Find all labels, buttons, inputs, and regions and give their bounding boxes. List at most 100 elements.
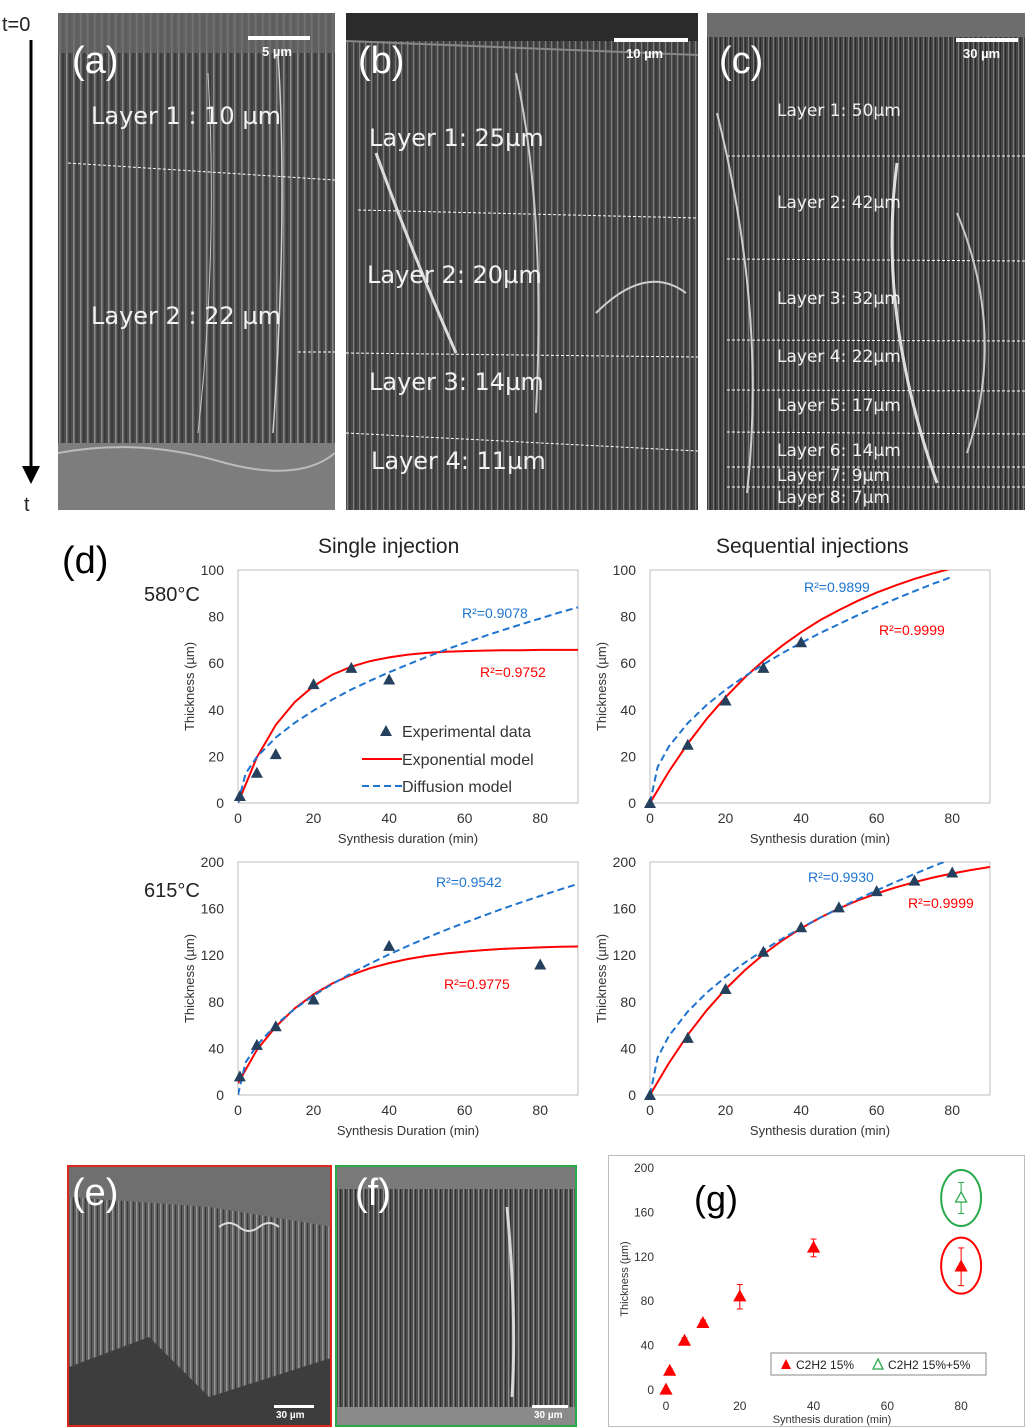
y-tick-label: 80 [620, 994, 636, 1010]
data-point [677, 1333, 692, 1346]
y-tick-label: 40 [208, 702, 224, 718]
x-tick-label: 0 [234, 810, 242, 826]
panel-label-e: (e) [72, 1172, 119, 1214]
x-tick-label: 80 [532, 1102, 548, 1118]
x-tick-label: 40 [793, 1102, 809, 1118]
scale-bar-c [956, 38, 1018, 42]
time-arrow-icon [22, 40, 40, 484]
data-point [233, 1070, 246, 1082]
y-tick-label: 20 [208, 748, 224, 764]
r2-label-diffusion: R²=0.9542 [436, 874, 502, 890]
y-tick-label: 200 [201, 854, 225, 870]
plot-frame [237, 861, 579, 1096]
y-tick-label: 60 [208, 655, 224, 671]
data-point [681, 738, 694, 750]
data-point [795, 636, 808, 648]
data-point [233, 790, 246, 802]
data-point [307, 678, 320, 690]
x-axis-label: Synthesis duration (min) [773, 1414, 892, 1426]
scale-text-c: 30 µm [963, 46, 1001, 61]
r2-label-diffusion: R²=0.9930 [808, 869, 874, 885]
x-tick-label: 80 [944, 810, 960, 826]
data-point [806, 1240, 821, 1253]
x-tick-label: 60 [881, 1399, 895, 1413]
timeline-end-label: t [24, 494, 30, 516]
plot-g: 0 40 80 120 160 200 0 20 40 60 80 Synthesis duratio… [608, 1155, 1025, 1427]
plot-615-sequential: 0 40 80 120 160 200 0 20 40 60 80 Synthesis duratio… [594, 854, 991, 1138]
layer-label-c4: Layer 4: 22µm [777, 347, 901, 367]
y-tick-label: 80 [208, 609, 224, 625]
y-tick-label: 120 [634, 1250, 654, 1264]
layer-label-c2: Layer 2: 42µm [777, 193, 901, 213]
layer-label-b3: Layer 3: 14µm [369, 368, 544, 396]
x-axis-label: Synthesis duration (min) [750, 1123, 890, 1138]
y-axis-label: Thickness (µm) [594, 642, 609, 731]
x-axis-label: Synthesis Duration (min) [337, 1123, 479, 1138]
data-point [644, 797, 656, 808]
x-tick-label: 60 [457, 810, 473, 826]
panel-label-d: (d) [62, 540, 109, 582]
sem-image-e [67, 1165, 332, 1427]
y-tick-label: 0 [628, 1087, 636, 1103]
sem-image-b [346, 13, 698, 510]
x-tick-label: 20 [733, 1399, 747, 1413]
y-axis-label: Thickness (µm) [594, 934, 609, 1023]
panel-label-f: (f) [355, 1172, 391, 1214]
panel-label-g: (g) [694, 1178, 738, 1219]
plot-g-frame [608, 1155, 1025, 1427]
scale-bar-e [274, 1405, 314, 1408]
y-tick-label: 160 [201, 901, 225, 917]
layer-label-c7: Layer 7: 9µm [777, 466, 890, 486]
plot-frame [237, 569, 579, 804]
data-point [946, 866, 959, 878]
plot-580-sequential: 0 20 40 60 80 100 0 20 40 60 80 Synthesis duration … [594, 562, 991, 846]
panel-label-c: (c) [719, 40, 764, 82]
x-tick-label: 20 [306, 1102, 322, 1118]
plot-frame [649, 569, 991, 804]
data-point [663, 1363, 677, 1376]
exponential-model-line [650, 570, 951, 803]
y-tick-label: 200 [634, 1161, 654, 1175]
x-tick-label: 0 [646, 1102, 654, 1118]
data-point [733, 1289, 747, 1302]
x-tick-label: 0 [646, 810, 654, 826]
highlight-ellipse-green [940, 1168, 983, 1227]
x-tick-label: 40 [381, 1102, 397, 1118]
y-tick-label: 0 [647, 1383, 654, 1397]
x-tick-label: 60 [869, 1102, 885, 1118]
scale-text-a: 5 µm [262, 44, 292, 59]
r2-label-exponential: R²=0.9752 [480, 664, 546, 680]
y-tick-label: 0 [628, 795, 636, 811]
y-tick-label: 20 [620, 748, 636, 764]
x-tick-label: 80 [944, 1102, 960, 1118]
sem-image-c [707, 13, 1025, 510]
y-tick-label: 0 [216, 1087, 224, 1103]
y-tick-label: 100 [201, 562, 225, 578]
layer-label-a1: Layer 1 : 10 µm [91, 102, 281, 130]
diffusion-model-line [238, 882, 578, 1095]
sem-image-a [58, 13, 335, 510]
layer-label-c6: Layer 6: 14µm [777, 441, 901, 461]
layer-label-c3: Layer 3: 32µm [777, 289, 901, 309]
y-tick-label: 40 [208, 1040, 224, 1056]
data-point [534, 958, 547, 970]
panel-label-a: (a) [72, 40, 119, 82]
plot-frame [649, 861, 991, 1096]
data-point [757, 945, 770, 957]
legend-label-diffusion: Diffusion model [402, 779, 512, 796]
x-tick-label: 40 [381, 810, 397, 826]
y-axis-label: Thickness (µm) [182, 642, 197, 731]
y-tick-label: 200 [613, 854, 637, 870]
temperature-label-580: 580°C [144, 584, 200, 606]
r2-label-exponential: R²=0.9999 [879, 622, 945, 638]
scale-bar-a [248, 36, 310, 40]
column-title-single: Single injection [318, 535, 460, 558]
y-axis-label: Thickness (µm) [182, 934, 197, 1023]
data-point [681, 1031, 694, 1043]
x-tick-label: 80 [954, 1399, 968, 1413]
r2-label-exponential: R²=0.9775 [444, 976, 510, 992]
exponential-model-line [238, 648, 578, 803]
legend-label-c2h2-15: C2H2 15% [796, 1358, 854, 1372]
x-tick-label: 40 [807, 1399, 821, 1413]
x-tick-label: 0 [234, 1102, 242, 1118]
